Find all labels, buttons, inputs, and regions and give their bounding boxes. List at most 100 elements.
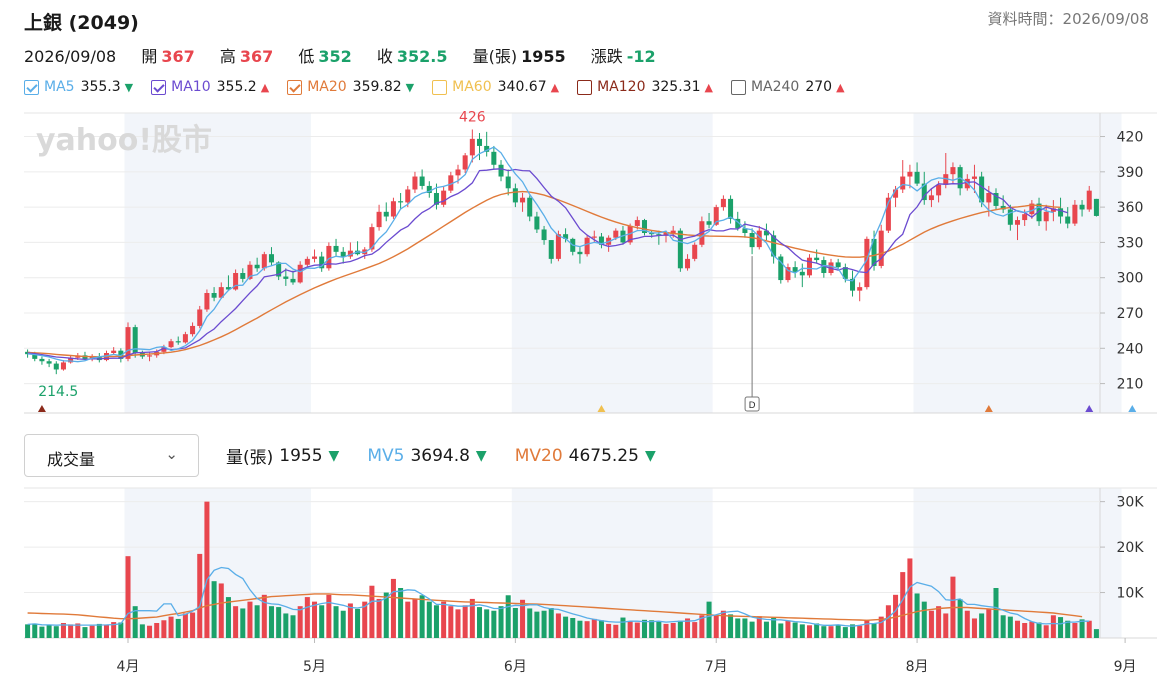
candle-body <box>677 230 683 269</box>
candle-body <box>376 211 382 228</box>
candle-body <box>656 234 662 236</box>
candle-body <box>197 309 203 326</box>
candle-body <box>125 327 131 359</box>
candle-body <box>498 164 504 177</box>
ma-value: 340.67 <box>497 79 547 95</box>
candle-body <box>261 254 267 269</box>
candle-body <box>426 185 432 193</box>
candle-body <box>32 354 38 359</box>
candle-body <box>347 250 353 257</box>
candle-body <box>634 220 640 226</box>
triangle-up-icon: ▲ <box>836 80 845 94</box>
x-tick-label: 4月 <box>117 659 140 675</box>
volume-bar <box>936 606 942 638</box>
checkbox-icon[interactable] <box>730 79 746 95</box>
x-tick-label: 9月 <box>1114 659 1137 675</box>
volume-bar <box>900 572 906 638</box>
ma-name: MA240 <box>750 79 800 95</box>
candle-body <box>720 198 726 208</box>
volume-bar <box>806 625 812 638</box>
checkbox-icon[interactable] <box>287 79 303 95</box>
checkbox-icon[interactable] <box>24 79 39 95</box>
candle-body <box>132 327 138 353</box>
volume-bar <box>139 624 145 638</box>
volume-bar <box>283 613 289 638</box>
price-tick-label: 300 <box>1117 271 1144 287</box>
volume-bar <box>304 597 310 638</box>
ma-toggle-ma20[interactable]: MA20 359.82 ▼ <box>287 79 414 95</box>
volume-bar <box>663 623 669 638</box>
candle-body <box>936 184 942 196</box>
event-marker-box <box>744 396 760 412</box>
ma-toggle-ma5[interactable]: MA5 355.3 ▼ <box>24 79 133 95</box>
candle-body <box>211 293 217 298</box>
candle-body <box>541 229 547 241</box>
volume-bar <box>211 581 217 638</box>
volume-bar <box>1093 629 1099 638</box>
candle-body <box>297 264 303 283</box>
volume-bar <box>957 599 963 638</box>
candle-body <box>835 262 841 268</box>
ma-toggle-ma10[interactable]: MA10 355.2 ▲ <box>151 79 269 95</box>
candle-body <box>283 276 289 279</box>
volume-bar <box>197 553 203 638</box>
candle-body <box>649 233 655 235</box>
volume-bar <box>261 594 267 638</box>
ma-toggle-ma60[interactable]: MA60 340.67 ▲ <box>432 79 559 95</box>
ma-toggle-ma240[interactable]: MA240 270 ▲ <box>730 79 845 95</box>
candle-body <box>1079 204 1085 210</box>
volume-tick-label: 20K <box>1117 540 1145 556</box>
candle-body <box>333 245 339 252</box>
triangle-up-icon: ▲ <box>550 80 560 94</box>
volume-bar <box>692 622 698 638</box>
ma-name: MA5 <box>44 79 75 95</box>
volume-bar <box>125 556 131 638</box>
candle-body <box>943 174 949 185</box>
volume-bar <box>398 588 404 638</box>
volume-bar <box>1072 623 1078 638</box>
volume-bar <box>1022 623 1028 638</box>
volume-bar <box>25 624 31 638</box>
candle-body <box>670 230 676 233</box>
quote-change: 漲跌 -12 <box>590 47 656 66</box>
checkbox-icon[interactable] <box>151 79 167 95</box>
volume-bar <box>319 605 325 638</box>
ma20-line <box>27 190 1061 358</box>
volume-bar <box>864 619 870 638</box>
candle-body <box>641 220 648 233</box>
candle-body <box>584 237 590 255</box>
checkbox-icon[interactable] <box>577 79 593 95</box>
price-tick-label: 330 <box>1117 235 1144 251</box>
volume-bar <box>842 627 848 638</box>
volume-bar <box>620 617 626 638</box>
candle-body <box>964 178 970 189</box>
candle-body <box>598 236 604 245</box>
candle-body <box>1022 214 1028 221</box>
candle-body <box>218 287 224 298</box>
volume-bar <box>383 592 389 638</box>
volume-bar <box>1065 620 1071 638</box>
volume-bar <box>735 618 741 638</box>
volume-bar <box>520 599 526 638</box>
volume-bar <box>390 578 396 638</box>
price-tick-label: 270 <box>1117 306 1144 322</box>
volume-bar <box>1043 625 1049 638</box>
volume-bar <box>1079 619 1085 638</box>
volume-bar <box>584 621 590 638</box>
candle-body <box>462 155 468 170</box>
candle-body <box>268 254 274 263</box>
month-band <box>913 113 1122 413</box>
candle-body <box>893 189 899 198</box>
volume-bar <box>103 624 110 638</box>
checkbox-icon[interactable] <box>432 79 448 95</box>
volume-bar <box>68 624 74 638</box>
ma-toggle-ma120[interactable]: MA120 325.31 ▲ <box>577 79 713 95</box>
ma-name: MA10 <box>171 79 211 95</box>
volume-bar <box>240 608 246 638</box>
candle-body <box>1058 208 1064 217</box>
legend-value: 3694.8 <box>410 445 470 466</box>
volume-bar <box>53 626 59 638</box>
volume-bar <box>297 606 303 638</box>
legend-value: 1955 <box>279 445 323 466</box>
indicator-select[interactable]: 成交量 ⌄ <box>24 434 199 477</box>
